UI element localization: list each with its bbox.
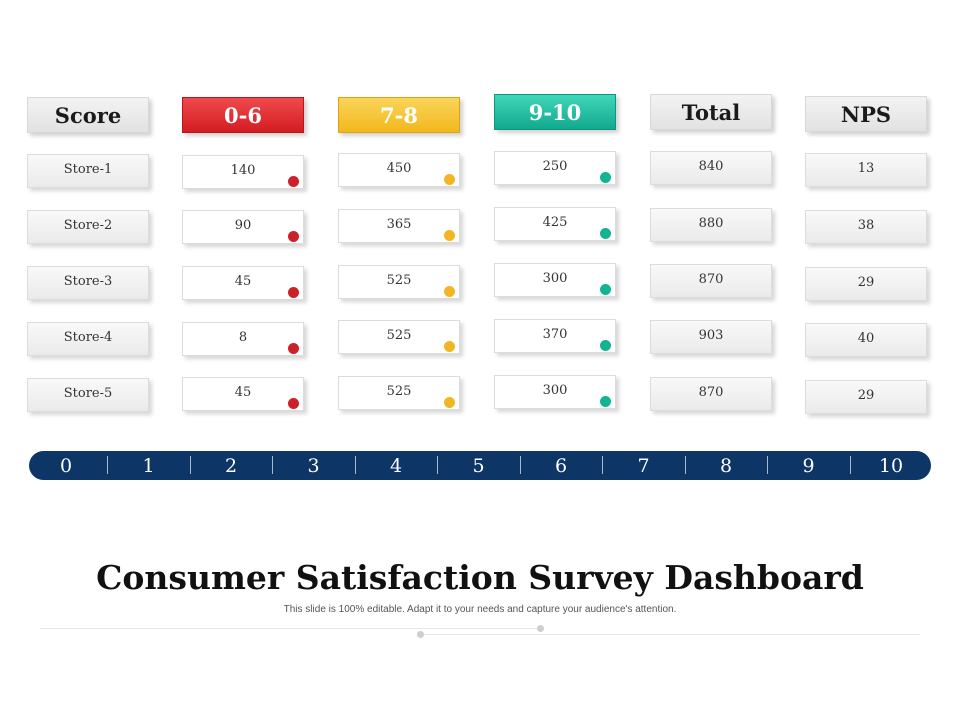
scale-tick-label: 3 [307,455,320,477]
red-dot-icon [288,231,299,242]
scale-tick-label: 2 [224,455,238,477]
promoters-header: 9-10 [494,94,616,130]
nps-cell: 40 [805,323,927,357]
decorative-divider [40,628,540,629]
page-title: Consumer Satisfaction Survey Dashboard [96,558,864,597]
teal-dot-icon [600,172,611,183]
total-header: Total [650,94,772,130]
nps-cell: 13 [805,153,927,187]
promoters-cell: 425 [494,207,616,241]
teal-dot-icon [600,340,611,351]
passives-cell: 450 [338,153,460,187]
total-cell: 870 [650,264,772,298]
nps-cell: 29 [805,380,927,414]
store-label: Store-1 [27,154,149,188]
teal-dot-icon [600,396,611,407]
decorative-dot [537,625,544,632]
promoters-cell: 250 [494,151,616,185]
scale-separator [272,456,274,474]
score-header: Score [27,97,149,133]
page-subtitle: This slide is 100% editable. Adapt it to… [283,604,677,615]
passives-cell: 525 [338,376,460,410]
detractors-cell: 45 [182,377,304,411]
passives-header: 7-8 [338,97,460,133]
scale-tick-label: 8 [719,455,733,477]
total-cell: 903 [650,320,772,354]
scale-tick-label: 7 [637,455,650,477]
scale-tick-label: 1 [142,455,155,477]
scale-separator [519,456,521,474]
decorative-dot [417,631,424,638]
scale-separator [684,456,686,474]
teal-dot-icon [600,228,611,239]
promoters-cell: 300 [494,375,616,409]
red-dot-icon [288,343,299,354]
scale-separator [107,456,109,474]
store-label: Store-5 [27,378,149,412]
scale-separator [602,456,604,474]
passives-cell: 365 [338,209,460,243]
red-dot-icon [288,176,299,187]
scale-separator [767,456,769,474]
nps-header: NPS [805,96,927,132]
total-cell: 840 [650,151,772,185]
detractors-cell: 90 [182,210,304,244]
scale-separator [354,456,356,474]
yellow-dot-icon [444,341,455,352]
passives-cell: 525 [338,320,460,354]
detractors-cell: 140 [182,155,304,189]
scale-tick-label: 0 [59,455,73,477]
promoters-cell: 370 [494,319,616,353]
nps-cell: 29 [805,267,927,301]
score-scale-bar: 0 1 2 3 4 5 6 7 8 9 10 [29,451,931,480]
red-dot-icon [288,287,299,298]
nps-cell: 38 [805,210,927,244]
scale-tick-label: 5 [472,455,485,477]
scale-separator [437,456,439,474]
scale-tick-label: 4 [389,455,403,477]
yellow-dot-icon [444,230,455,241]
yellow-dot-icon [444,174,455,185]
red-dot-icon [288,398,299,409]
yellow-dot-icon [444,397,455,408]
store-label: Store-2 [27,210,149,244]
scale-separator [849,456,851,474]
yellow-dot-icon [444,286,455,297]
teal-dot-icon [600,284,611,295]
detractors-cell: 45 [182,266,304,300]
decorative-divider [420,634,920,635]
total-cell: 880 [650,208,772,242]
scale-tick-label: 9 [802,455,815,477]
scale-tick-label: 6 [554,455,568,477]
store-label: Store-3 [27,266,149,300]
store-label: Store-4 [27,322,149,356]
promoters-cell: 300 [494,263,616,297]
passives-cell: 525 [338,265,460,299]
total-cell: 870 [650,377,772,411]
scale-separator [189,456,191,474]
scale-tick-label: 10 [878,455,904,477]
detractors-cell: 8 [182,322,304,356]
detractors-header: 0-6 [182,97,304,133]
